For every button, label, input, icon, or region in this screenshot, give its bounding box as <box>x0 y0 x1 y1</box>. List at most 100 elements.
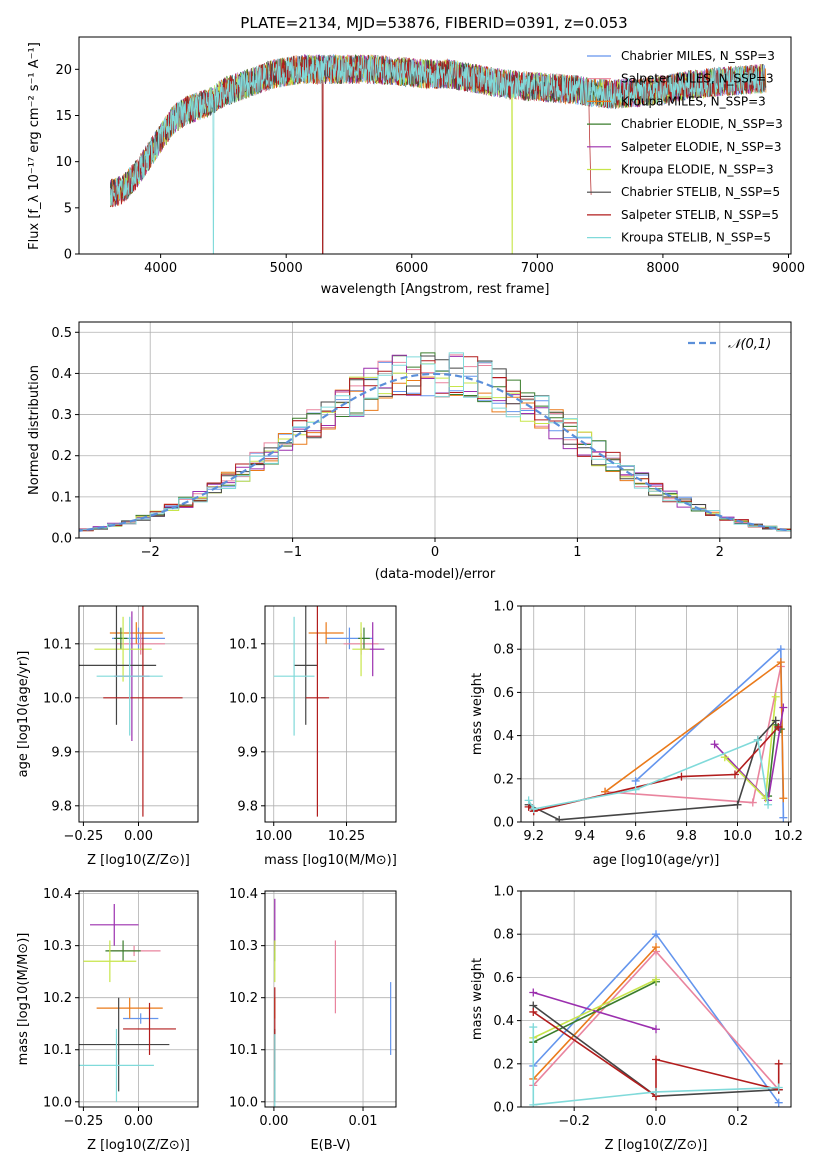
y-tick-label: 1.0 <box>493 885 514 900</box>
y-tick-label: 10.3 <box>229 939 258 954</box>
y-tick-label: 0.6 <box>493 686 514 701</box>
weight-marker-chabrier_miles <box>631 776 640 785</box>
legend-label-normal: 𝒩(0,1) <box>728 337 771 352</box>
y-tick-label: 10.2 <box>229 991 258 1006</box>
plot-area <box>110 53 767 254</box>
weight-marker-kroupa_elodie <box>771 692 780 701</box>
x-tick-label: 0.00 <box>124 829 153 844</box>
x-tick-label: 9.6 <box>625 829 646 844</box>
legend-label: Chabrier ELODIE, N_SSP=3 <box>621 117 783 131</box>
x-axis-label: (data-model)/error <box>375 567 496 582</box>
x-tick-label: 1 <box>573 545 581 560</box>
y-tick-label: 9.8 <box>51 799 72 814</box>
weight-marker-chabrier_miles <box>774 1098 783 1107</box>
weight-marker-kroupa_elodie <box>652 975 660 984</box>
x-axis-label: mass [log10(M/M⊙)] <box>264 853 397 868</box>
x-tick-label: 0.00 <box>124 1114 153 1129</box>
weight-marker-salpeter_stelib <box>730 770 739 779</box>
x-axis-label: Z [log10(Z/Z⊙)] <box>605 1138 708 1153</box>
weight-marker-salpeter_stelib <box>529 1007 538 1016</box>
gridlines <box>521 605 791 823</box>
legend-label: Kroupa MILES, N_SSP=3 <box>621 94 766 108</box>
weight-marker-kroupa_stelib <box>631 785 640 794</box>
weight-marker-salpeter_elodie <box>529 988 538 997</box>
legend-label: Chabrier MILES, N_SSP=3 <box>621 49 775 63</box>
normal-curve <box>79 372 791 532</box>
y-tick-label: 9.9 <box>237 745 258 760</box>
y-tick-label: 10.0 <box>43 691 72 706</box>
y-tick-label: 0.0 <box>493 1101 514 1116</box>
x-tick-label: 10.2 <box>774 829 803 844</box>
y-tick-label: 0.6 <box>493 971 514 986</box>
x-axis-label: age [log10(age/yr)] <box>593 853 720 868</box>
weight-marker-chabrier_miles <box>776 645 785 654</box>
legend-label: Kroupa STELIB, N_SSP=5 <box>621 231 771 245</box>
y-tick-label: 10.0 <box>229 691 258 706</box>
axes-age_vs_mass: 10.00 10.25 9.8 9.9 10.0 10.1 mass [log10(M/M⊙… <box>229 605 397 868</box>
weight-marker-kroupa_elodie <box>720 753 729 762</box>
weight-marker-salpeter_stelib <box>774 1059 783 1068</box>
weight-line-kroupa_elodie <box>532 978 657 1039</box>
weight-marker-kroupa_stelib <box>764 800 773 809</box>
y-tick-label: 20 <box>55 63 72 78</box>
y-axis-label: mass [log10(M/M⊙)] <box>16 933 31 1066</box>
plot-area <box>529 930 783 1107</box>
y-tick-label: 0 <box>64 248 72 263</box>
gridlines <box>79 891 198 1107</box>
x-tick-label: 0.0 <box>646 1114 667 1129</box>
y-tick-label: 10.3 <box>43 939 72 954</box>
y-tick-label: 0.5 <box>51 326 72 341</box>
y-axis-label: age [log10(age/yr)] <box>16 651 31 778</box>
weight-marker-chabrier_stelib <box>555 815 564 822</box>
x-tick-label: 0 <box>431 545 439 560</box>
x-tick-label: 0.00 <box>259 1114 288 1129</box>
x-axis-label: Z [log10(Z/Z⊙)] <box>87 853 190 868</box>
y-axis-label: mass weight <box>470 673 485 755</box>
weight-marker-kroupa_stelib <box>524 796 533 805</box>
x-tick-label: 9.8 <box>676 829 697 844</box>
y-tick-label: 0.2 <box>51 449 72 464</box>
x-tick-label: 4000 <box>144 261 177 276</box>
x-tick-label: 2 <box>716 545 724 560</box>
spectrum-series-kroupa_stelib <box>110 54 764 254</box>
axes-spectrum: 4000 5000 6000 7000 8000 9000 0 5 10 15 20 Chabrier… <box>27 36 805 297</box>
y-tick-label: 0.4 <box>51 367 72 382</box>
axes-mass_vs_ebv: 0.00 0.01 10.0 10.1 10.2 10.3 10.4 E(B-V) <box>229 887 397 1153</box>
weight-marker-kroupa_stelib <box>529 1023 538 1032</box>
weight-marker-kroupa_elodie <box>761 794 770 803</box>
plot-area <box>79 904 176 1102</box>
y-tick-label: 0.0 <box>51 532 72 547</box>
axes-frame <box>264 890 397 1108</box>
x-tick-label: 9.4 <box>574 829 595 844</box>
axes-age_vs_Z: −0.25 0.00 9.8 9.9 10.0 10.1 Z [log10(Z/Z⊙)] ag… <box>16 605 199 868</box>
y-tick-label: 0.3 <box>51 408 72 423</box>
y-tick-label: 10.1 <box>43 637 72 652</box>
weight-marker-chabrier_miles <box>652 930 660 939</box>
x-tick-label: −0.25 <box>63 829 103 844</box>
x-tick-label: 10.25 <box>328 829 365 844</box>
weight-marker-kroupa_stelib <box>652 1087 660 1096</box>
y-tick-label: 10.4 <box>43 887 72 902</box>
weight-marker-salpeter_elodie <box>779 703 788 712</box>
axes-frame <box>264 605 397 823</box>
x-axis-label: Z [log10(Z/Z⊙)] <box>87 1138 190 1153</box>
weight-line-chabrier_elodie <box>532 980 657 1043</box>
axes-residuals: −2 −1 0 1 2 0.0 0.1 0.2 0.3 0.4 0.5 𝒩(0,1) (data-mod… <box>27 321 792 582</box>
axes-weight_vs_Z: −0.2 0.0 0.2 0.0 0.2 0.4 0.6 0.8 1.0 Z [log10(Z/Z… <box>470 885 792 1153</box>
axes-frame <box>520 605 792 823</box>
weight-marker-salpeter_miles <box>748 798 757 807</box>
weight-line-kroupa_miles <box>532 946 657 1080</box>
legend-label: Salpeter ELODIE, N_SSP=3 <box>621 140 782 154</box>
x-axis-label: E(B-V) <box>310 1138 350 1153</box>
y-tick-label: 5 <box>64 201 72 216</box>
x-tick-label: 7000 <box>521 261 554 276</box>
y-tick-label: 10.0 <box>229 1095 258 1110</box>
weight-marker-kroupa_stelib <box>753 735 762 744</box>
y-tick-label: 10.1 <box>229 637 258 652</box>
x-tick-label: 0.01 <box>349 1114 378 1129</box>
weight-line-salpeter_elodie <box>533 991 657 1030</box>
legend-label: Chabrier STELIB, N_SSP=5 <box>621 185 780 199</box>
weight-line-kroupa_miles <box>604 660 785 799</box>
x-tick-label: 10.00 <box>255 829 292 844</box>
